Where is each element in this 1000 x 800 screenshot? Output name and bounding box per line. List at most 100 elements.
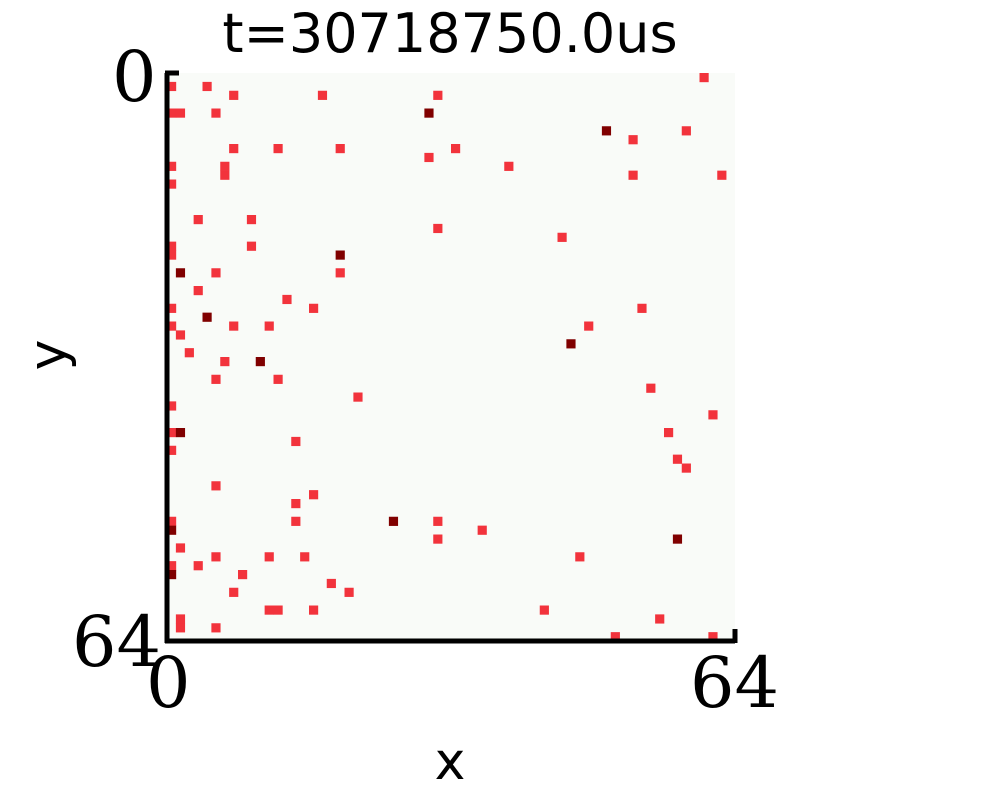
heatmap-cell xyxy=(335,268,345,278)
heatmap-cell xyxy=(167,428,177,438)
heatmap-cell xyxy=(220,170,230,180)
heatmap-cell xyxy=(264,552,274,562)
heatmap-cell xyxy=(477,525,487,535)
heatmap-cell xyxy=(211,268,221,278)
heatmap-cell xyxy=(451,144,461,154)
heatmap-cell xyxy=(246,215,257,225)
heatmap-cell xyxy=(167,303,177,313)
heatmap-cell xyxy=(202,312,212,322)
heatmap-cell xyxy=(433,516,443,526)
heatmap-cell xyxy=(193,286,203,296)
heatmap-cell xyxy=(175,268,186,278)
heatmap-cells xyxy=(167,73,727,642)
heatmap-cell xyxy=(708,632,718,642)
heatmap-cell xyxy=(664,428,674,438)
heatmap-cell xyxy=(646,383,656,393)
heatmap-cell xyxy=(255,357,265,367)
heatmap-cell xyxy=(184,348,194,358)
y-tick-label-0: 0 xyxy=(112,36,157,118)
heatmap-cell xyxy=(584,321,594,331)
heatmap-cell xyxy=(167,179,177,189)
heatmap-cell xyxy=(175,108,186,118)
heatmap-cell xyxy=(628,170,638,180)
heatmap-cell xyxy=(504,161,514,171)
heatmap-cell xyxy=(229,321,239,331)
heatmap-cell xyxy=(273,374,283,384)
heatmap-cell xyxy=(672,454,683,464)
heatmap-cell xyxy=(291,436,301,447)
heatmap-cell xyxy=(309,303,319,313)
heatmap-cell xyxy=(610,632,620,642)
heatmap-cell xyxy=(167,241,177,251)
heatmap-cell xyxy=(167,561,177,571)
heatmap-cell xyxy=(167,108,177,118)
heatmap-cell xyxy=(167,445,177,455)
heatmap-cell xyxy=(167,81,177,92)
heatmap-cell xyxy=(717,170,727,180)
heatmap-cell xyxy=(557,232,567,242)
heatmap-cell xyxy=(273,144,283,154)
heatmap-cell xyxy=(388,516,399,526)
heatmap-cell xyxy=(167,321,177,331)
heatmap-cell xyxy=(264,605,274,615)
heatmap-cell xyxy=(291,516,301,526)
heatmap-cell xyxy=(175,614,186,624)
heatmap-cell xyxy=(433,90,443,100)
x-tick-label-0: 0 xyxy=(146,642,191,724)
heatmap-cell xyxy=(637,303,647,313)
heatmap-cell xyxy=(575,552,585,562)
heatmap-cell xyxy=(246,241,257,251)
heatmap-cell xyxy=(628,135,638,145)
heatmap-cell xyxy=(335,250,345,260)
heatmap-cell xyxy=(211,374,221,384)
heatmap-cell xyxy=(326,578,336,589)
heatmap-cell xyxy=(699,73,709,83)
heatmap-cell xyxy=(335,144,345,154)
heatmap-cell xyxy=(264,321,274,331)
heatmap-cell xyxy=(229,90,239,100)
heatmap-cell xyxy=(433,223,443,234)
heatmap-cell xyxy=(211,623,221,633)
x-axis-label: x xyxy=(434,732,466,792)
heatmap-cell xyxy=(175,543,186,553)
heatmap-cell xyxy=(309,490,319,500)
heatmap-cell xyxy=(309,605,319,615)
heatmap-cell xyxy=(211,481,221,491)
heatmap-cell xyxy=(291,499,301,509)
heatmap-cell xyxy=(175,330,186,340)
heatmap-cell xyxy=(708,410,718,420)
heatmap-cell xyxy=(167,401,177,411)
heatmap-cell xyxy=(433,534,443,544)
chart-title: t=30718750.0us xyxy=(222,2,678,65)
heatmap-cell xyxy=(300,552,310,562)
heatmap-cell xyxy=(681,126,691,136)
y-tick-label-64: 64 xyxy=(72,601,162,683)
heatmap-cell xyxy=(566,339,576,349)
heatmap-cell xyxy=(317,90,328,100)
y-axis-label: y xyxy=(18,339,78,371)
heatmap-cell xyxy=(282,294,292,305)
heatmap-cell xyxy=(193,561,203,571)
heatmap-cell xyxy=(229,587,239,597)
heatmap-cell xyxy=(202,81,212,92)
heatmap-cell xyxy=(167,570,177,580)
heatmap-cell xyxy=(344,587,354,597)
heatmap-cell xyxy=(229,144,239,154)
heatmap-cell xyxy=(220,161,230,171)
heatmap-cell xyxy=(193,215,203,225)
heatmap-cell xyxy=(211,108,221,118)
heatmap-cell xyxy=(175,623,186,633)
heatmap-cell xyxy=(175,428,186,438)
heatmap-cell xyxy=(273,605,283,615)
heatmap-cell xyxy=(167,516,177,526)
heatmap-cell xyxy=(167,250,177,260)
heatmap-cell xyxy=(424,108,434,118)
x-tick-label-64: 64 xyxy=(690,642,780,724)
heatmap-cell xyxy=(672,534,683,544)
heatmap-cell xyxy=(167,161,177,171)
heatmap-cell xyxy=(167,525,177,535)
heatmap-cell xyxy=(238,570,248,580)
heatmap-cell xyxy=(220,357,230,367)
